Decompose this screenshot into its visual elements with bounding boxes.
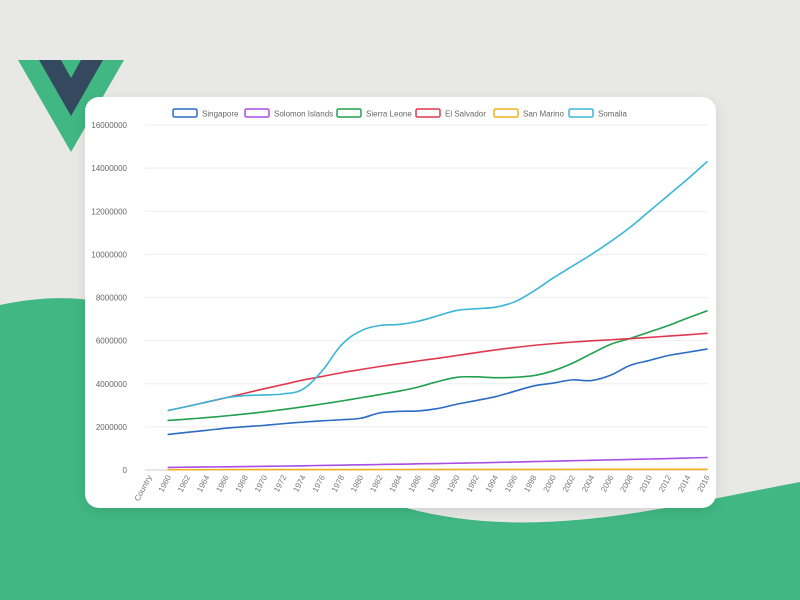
x-tick-label: 1964 bbox=[195, 473, 212, 493]
x-tick-label: 2014 bbox=[676, 473, 693, 493]
legend-swatch bbox=[172, 108, 198, 118]
legend-label: El Salvador bbox=[445, 110, 486, 119]
line-chart: 0 2000000 4000000 6000000 8000000 10000000 120… bbox=[91, 108, 712, 503]
x-tick-label: 1994 bbox=[484, 473, 501, 493]
x-tick-label: Country bbox=[133, 474, 154, 503]
legend-item-somalia[interactable]: Somalia bbox=[568, 108, 627, 119]
series-lines bbox=[167, 160, 708, 471]
x-tick-label: 2012 bbox=[657, 473, 674, 493]
legend-item-solomon-islands[interactable]: Solomon Islands bbox=[244, 108, 333, 119]
y-tick-label: 8000000 bbox=[96, 294, 128, 303]
x-tick-label: 1986 bbox=[407, 473, 424, 493]
y-tick-label: 2000000 bbox=[96, 423, 128, 432]
legend-swatch bbox=[493, 108, 519, 118]
series-line-somalia bbox=[167, 160, 708, 412]
x-axis: Country 1960 1962 1964 1966 1968 1970 1972 1974 1… bbox=[133, 473, 712, 502]
legend-item-san-marino[interactable]: San Marino bbox=[493, 108, 564, 119]
x-tick-label: 1982 bbox=[368, 473, 385, 493]
legend-item-el-salvador[interactable]: El Salvador bbox=[415, 108, 486, 119]
x-tick-label: 1966 bbox=[214, 473, 231, 493]
y-tick-label: 6000000 bbox=[96, 337, 128, 346]
y-tick-label: 10000000 bbox=[91, 250, 127, 259]
x-tick-label: 2002 bbox=[561, 473, 578, 493]
x-tick-label: 2006 bbox=[599, 473, 616, 493]
x-tick-label: 1972 bbox=[272, 473, 289, 493]
legend-swatch bbox=[244, 108, 270, 118]
x-tick-label: 2004 bbox=[580, 473, 597, 493]
x-tick-label: 1992 bbox=[465, 473, 482, 493]
legend-item-singapore[interactable]: Singapore bbox=[172, 108, 239, 119]
legend-label: San Marino bbox=[523, 110, 564, 119]
series-line-singapore bbox=[167, 348, 708, 436]
x-tick-label: 1980 bbox=[349, 473, 366, 493]
legend-swatch bbox=[336, 108, 362, 118]
y-axis: 0 2000000 4000000 6000000 8000000 10000000 120… bbox=[91, 121, 127, 475]
x-tick-label: 1976 bbox=[311, 473, 328, 493]
x-tick-label: 1988 bbox=[426, 473, 443, 493]
legend-item-sierra-leone[interactable]: Sierra Leone bbox=[336, 108, 412, 119]
x-tick-label: 2008 bbox=[618, 473, 635, 493]
x-tick-label: 1962 bbox=[176, 473, 193, 493]
series-line-solomon-islands bbox=[167, 456, 708, 469]
legend: Singapore Solomon Islands Sierra Leone El S… bbox=[172, 108, 627, 119]
x-tick-label: 1984 bbox=[388, 473, 405, 493]
legend-swatch bbox=[415, 108, 441, 118]
x-tick-label: 1974 bbox=[291, 473, 308, 493]
y-tick-label: 14000000 bbox=[91, 164, 127, 173]
legend-label: Solomon Islands bbox=[274, 110, 333, 119]
x-tick-label: 1996 bbox=[503, 473, 520, 493]
x-tick-label: 1968 bbox=[234, 473, 251, 493]
x-tick-label: 1998 bbox=[522, 473, 539, 493]
vue-logo-inner bbox=[39, 60, 103, 116]
grid-lines bbox=[145, 124, 707, 471]
series-line-el-salvador bbox=[167, 332, 708, 412]
y-tick-label: 4000000 bbox=[96, 380, 128, 389]
series-line-sierra-leone bbox=[167, 310, 708, 422]
y-tick-label: 12000000 bbox=[91, 207, 127, 216]
legend-label: Sierra Leone bbox=[366, 110, 412, 119]
vue-logo-icon bbox=[18, 60, 124, 152]
y-tick-label: 0 bbox=[123, 466, 128, 475]
x-tick-label: 2010 bbox=[638, 473, 655, 493]
legend-label: Singapore bbox=[202, 110, 239, 119]
legend-swatch bbox=[568, 108, 594, 118]
x-tick-label: 2000 bbox=[542, 473, 559, 493]
y-tick-label: 16000000 bbox=[91, 121, 127, 130]
chart-card: 0 2000000 4000000 6000000 8000000 10000000 120… bbox=[85, 97, 716, 508]
x-tick-label: 2016 bbox=[695, 473, 712, 493]
x-tick-label: 1970 bbox=[253, 473, 270, 493]
x-tick-label: 1990 bbox=[445, 473, 462, 493]
x-tick-label: 1978 bbox=[330, 473, 347, 493]
legend-label: Somalia bbox=[598, 110, 627, 119]
x-tick-label: 1960 bbox=[157, 473, 174, 493]
